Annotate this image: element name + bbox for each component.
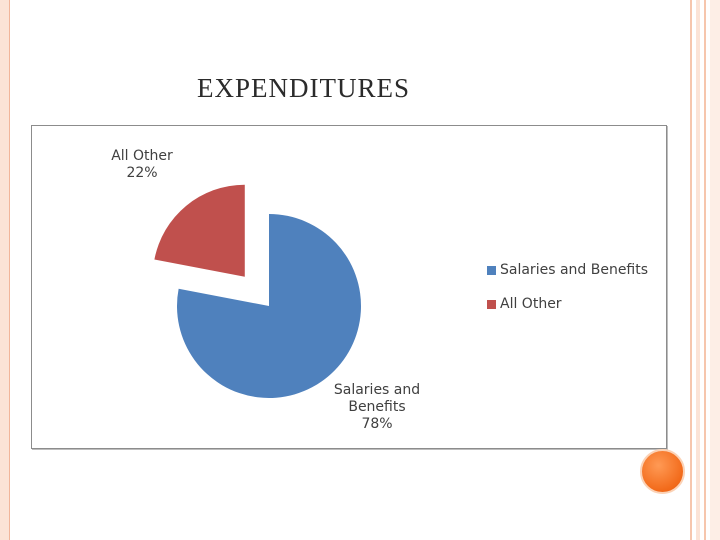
left-border-decoration (0, 0, 10, 540)
pie-slice-other (154, 184, 245, 277)
slice-label-salaries: Salaries and Benefits 78% (322, 382, 432, 433)
slice-label-salaries-line-3: 78% (361, 416, 393, 432)
chart-legend: Salaries and Benefits All Other (487, 261, 648, 329)
legend-label-other: All Other (500, 296, 562, 312)
orange-circle-decoration (640, 449, 685, 494)
legend-label-salaries: Salaries and Benefits (500, 262, 649, 278)
legend-swatch-other (487, 299, 496, 309)
slide-title: EXPENDITURES (197, 73, 410, 103)
slice-label-other-line-2: 22% (126, 165, 158, 181)
legend-item-salaries: Salaries and Benefits (487, 261, 648, 279)
slice-label-salaries-line-2: Benefits (348, 399, 406, 415)
legend-item-other: All Other (487, 295, 648, 313)
pie-chart (154, 184, 361, 398)
slice-label-other-line-1: All Other (111, 148, 173, 164)
pie-slice-salaries (176, 214, 361, 398)
chart-frame: All Other 22% Salaries and Benefits 78% … (31, 125, 667, 449)
legend-swatch-salaries (487, 265, 496, 275)
right-border-decoration (690, 0, 720, 540)
slice-label-other: All Other 22% (102, 148, 182, 182)
slice-label-salaries-line-1: Salaries and (333, 382, 421, 398)
